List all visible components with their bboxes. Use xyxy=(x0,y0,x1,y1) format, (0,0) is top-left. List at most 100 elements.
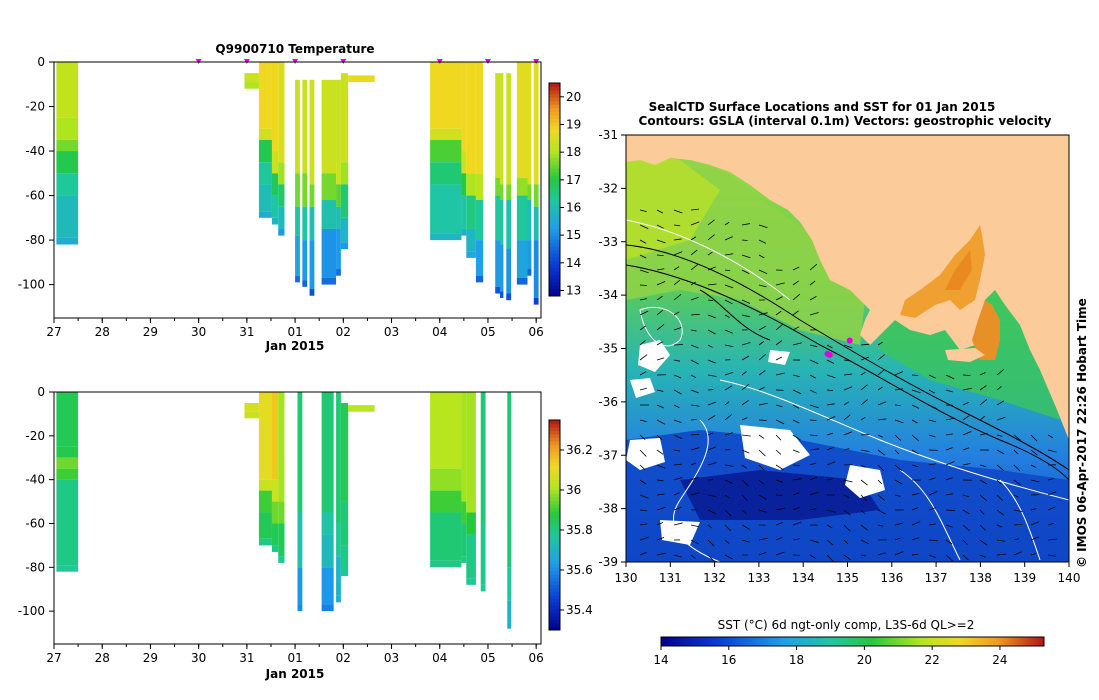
velocity-vector xyxy=(673,449,681,452)
profile-cell xyxy=(271,62,279,152)
profile-cell xyxy=(297,604,303,612)
land-mass xyxy=(626,135,1069,440)
velocity-vector xyxy=(928,434,936,438)
profile-cell xyxy=(461,195,467,229)
colorbar-segment xyxy=(549,525,560,529)
longitude-label: 136 xyxy=(880,571,903,585)
velocity-vector xyxy=(690,374,697,378)
profile-6 xyxy=(297,392,303,612)
profile-cell xyxy=(533,297,539,305)
colorbar-segment xyxy=(549,168,560,173)
velocity-vector xyxy=(758,312,768,316)
velocity-vector xyxy=(741,509,747,515)
profile-cell xyxy=(258,162,272,185)
velocity-vector xyxy=(1030,553,1037,556)
profile-cell xyxy=(258,62,272,129)
velocity-vector xyxy=(894,371,904,376)
velocity-vector xyxy=(673,238,682,241)
x-tick-label: 01 xyxy=(287,651,302,665)
velocity-vector xyxy=(656,357,665,361)
profile-cell xyxy=(321,567,334,605)
velocity-vector xyxy=(792,449,800,453)
velocity-vector xyxy=(741,464,747,469)
velocity-vector xyxy=(809,539,819,543)
sst-colorbar-label: SST (°C) 6d ngt-only comp, L3S-6d QL>=2 xyxy=(718,618,975,632)
velocity-vector xyxy=(792,389,802,395)
velocity-vector xyxy=(707,509,716,515)
x-tick-label: 03 xyxy=(384,651,399,665)
profile-cell xyxy=(278,184,285,207)
velocity-vector xyxy=(826,446,835,451)
velocity-vector xyxy=(1013,479,1021,486)
profile-cell xyxy=(430,162,462,185)
salinity-profiles xyxy=(56,392,512,629)
colorbar-tick-label: 36 xyxy=(566,483,581,497)
temperature-section-panel: Q9900710 Temperature 27 28 29 30 31 01 02 03 04 0… xyxy=(18,42,582,353)
profile-cell xyxy=(321,173,337,201)
velocity-vector xyxy=(639,239,647,244)
colorbar-segment xyxy=(549,132,560,137)
velocity-vector xyxy=(792,434,801,441)
velocity-vector xyxy=(758,402,768,406)
colorbar-segment xyxy=(549,154,560,159)
colorbar-segment xyxy=(549,521,560,526)
velocity-vector xyxy=(673,344,683,346)
velocity-vector xyxy=(690,221,700,226)
profile-cell xyxy=(321,604,334,612)
x-tick-label: 01 xyxy=(287,325,302,339)
profile-cell xyxy=(244,82,259,89)
colorbar-segment xyxy=(549,570,560,575)
profile-cell xyxy=(295,206,300,236)
profile-cell xyxy=(340,184,349,218)
velocity-vector xyxy=(962,415,970,421)
velocity-vector xyxy=(996,400,1005,406)
velocity-vector xyxy=(996,479,1002,485)
latitude-label: -34 xyxy=(598,288,618,302)
profile-cell xyxy=(278,162,285,185)
velocity-vector xyxy=(639,509,647,512)
profile-cell xyxy=(258,512,272,539)
velocity-vector xyxy=(673,389,683,395)
colorbar-segment xyxy=(549,476,560,480)
latitude-label: -36 xyxy=(598,395,618,409)
velocity-vector xyxy=(996,464,1004,471)
velocity-vector xyxy=(826,374,836,379)
colorbar-segment xyxy=(549,581,560,585)
velocity-vector xyxy=(792,293,801,301)
velocity-vector xyxy=(911,434,919,442)
colorbar-frame xyxy=(548,419,561,631)
profile-cell xyxy=(278,206,285,229)
velocity-vector xyxy=(690,281,697,286)
profile-cell xyxy=(430,512,462,561)
velocity-vector xyxy=(809,434,818,437)
velocity-vector xyxy=(996,369,1004,376)
colorbar-segment xyxy=(549,626,560,631)
profile-cell xyxy=(56,468,79,480)
colorbar-tick-label: 13 xyxy=(566,283,581,297)
velocity-vector xyxy=(656,324,665,331)
velocity-vector xyxy=(894,388,904,391)
velocity-vector xyxy=(877,341,883,346)
velocity-vector xyxy=(724,371,734,376)
profile-cell xyxy=(466,62,476,174)
velocity-vector xyxy=(928,419,937,423)
velocity-vector xyxy=(809,462,817,466)
velocity-vector xyxy=(1047,449,1057,453)
colorbar-segment xyxy=(549,420,560,424)
geostrophic-velocity-vectors xyxy=(639,208,1057,562)
profile-cell xyxy=(56,62,79,118)
spencer-gulf-inner xyxy=(945,250,972,290)
colorbar-segment xyxy=(549,210,560,215)
profile-cell xyxy=(258,211,272,218)
latitude-label: -32 xyxy=(598,181,618,195)
colorbar-segment xyxy=(549,574,560,578)
velocity-vector xyxy=(792,280,799,286)
velocity-vector xyxy=(911,537,920,541)
profile-cell xyxy=(321,277,337,285)
profile-cell xyxy=(461,523,467,557)
velocity-vector xyxy=(656,419,666,425)
sst-colorbar xyxy=(660,636,1045,647)
profile-cell xyxy=(500,200,504,245)
colorbar-segment xyxy=(549,448,560,452)
profile-cell xyxy=(56,195,79,238)
